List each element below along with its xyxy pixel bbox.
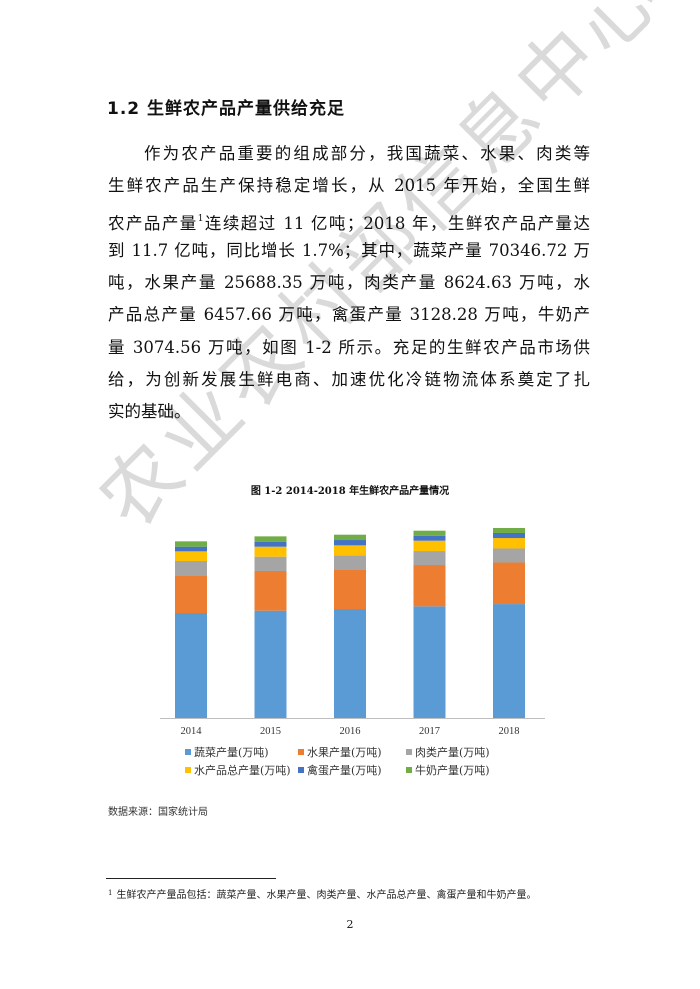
x-tick-label: 2018	[499, 726, 520, 735]
legend-label: 蔬菜产量(万吨)	[194, 746, 269, 759]
legend-label: 水产品总产量(万吨)	[194, 764, 291, 777]
bar-segment	[175, 613, 207, 718]
body-line: 到 11.7 亿吨，同比增长 1.7%；其中，蔬菜产量 70346.72 万	[108, 240, 590, 260]
legend-swatch	[406, 767, 412, 773]
bar-segment	[334, 609, 366, 718]
legend-label: 水果产量(万吨)	[307, 746, 382, 759]
legend-item: 蔬菜产量(万吨)	[185, 744, 269, 760]
footnote-text: 生鲜农产产量品包括：蔬菜产量、水果产量、肉类产量、水产品总产量、禽蛋产量和牛奶产…	[116, 890, 537, 901]
body-line: 量 3074.56 万吨，如图 1-2 所示。充足的生鲜农产品市场供	[108, 337, 590, 357]
bar-segment	[493, 538, 525, 549]
bar-segment	[493, 604, 525, 718]
bar-segment	[493, 548, 525, 563]
bar-segment	[175, 561, 207, 576]
x-tick-label: 2016	[340, 726, 361, 735]
bar-segment	[413, 530, 446, 536]
legend-swatch	[298, 767, 304, 773]
legend-label: 牛奶产量(万吨)	[415, 764, 490, 777]
x-tick-label: 2017	[419, 726, 440, 735]
bar-segment	[413, 535, 446, 541]
stacked-bar-chart: 2014 2015 2016 2017 2018	[160, 527, 545, 735]
body-line: 产品总产量 6457.66 万吨，禽蛋产量 3128.28 万吨，牛奶产	[108, 305, 590, 325]
body-line: 作为农产品重要的组成部分，我国蔬菜、水果、肉类等	[144, 144, 590, 163]
bar-segment	[334, 540, 366, 546]
section-heading: 1.2 生鲜农产品产量供给充足	[107, 99, 346, 119]
bar-segment	[413, 606, 446, 718]
bar-segment	[254, 536, 287, 542]
body-line: 实的基础。	[108, 402, 191, 422]
legend-item: 水产品总产量(万吨)	[185, 762, 291, 778]
footnote-mark: 1	[108, 889, 113, 897]
bar-segment	[254, 546, 287, 557]
data-source: 数据来源：国家统计局	[108, 807, 208, 818]
legend-label: 肉类产量(万吨)	[415, 746, 490, 759]
x-tick-label: 2014	[181, 726, 203, 735]
page-number: 2	[346, 918, 354, 931]
legend-item: 肉类产量(万吨)	[406, 744, 490, 760]
body-line: 农产品产量1连续超过 11 亿吨；2018 年，生鲜农产品产量达	[108, 203, 590, 235]
legend-swatch	[185, 749, 191, 755]
footnote-divider	[106, 878, 276, 879]
body-line: 给，为创新发展生鲜电商、加速优化冷链物流体系奠定了扎	[108, 370, 590, 390]
legend-swatch	[406, 749, 412, 755]
text: 农产品产量	[108, 213, 198, 233]
bar-segment	[334, 569, 366, 610]
bar-segment	[175, 546, 207, 552]
bar-segment	[413, 551, 446, 566]
text: 连续超过 11 亿吨；2018 年，生鲜农产品产量达	[203, 213, 590, 233]
footnote: 1 生鲜农产产量品包括：蔬菜产量、水果产量、肉类产量、水产品总产量、禽蛋产量和牛奶…	[108, 886, 536, 901]
bar-segment	[493, 532, 525, 539]
figure-title: 图 1-2 2014-2018 年生鲜农产品产量情况	[250, 486, 450, 497]
legend-swatch	[298, 749, 304, 755]
bar-segment	[334, 555, 366, 570]
body-line: 吨，水果产量 25688.35 万吨，肉类产量 8624.63 万吨，水	[108, 273, 590, 293]
bar-segment	[175, 541, 207, 547]
bar-segment	[254, 610, 287, 718]
bar-segment	[254, 571, 287, 611]
x-tick-label: 2015	[260, 726, 281, 735]
body-paragraph: 作为农产品重要的组成部分，我国蔬菜、水果、肉类等 生鲜农产品生产保持稳定增长，从…	[108, 138, 590, 429]
bar-segment	[493, 527, 525, 533]
bar-segment	[334, 545, 366, 556]
legend-item: 禽蛋产量(万吨)	[298, 762, 382, 778]
bar-segment	[413, 565, 446, 607]
legend-item: 牛奶产量(万吨)	[406, 762, 490, 778]
legend-item: 水果产量(万吨)	[298, 744, 382, 760]
bar-segment	[334, 534, 366, 541]
legend-swatch	[185, 767, 191, 773]
footnote-ref[interactable]: 1	[197, 213, 204, 224]
bar-segment	[254, 556, 287, 572]
body-line: 生鲜农产品生产保持稳定增长，从 2015 年开始，全国生鲜	[108, 176, 590, 196]
bar-segment	[175, 551, 207, 562]
bar-segment	[254, 541, 287, 547]
legend-label: 禽蛋产量(万吨)	[307, 764, 382, 777]
bar-segment	[413, 540, 446, 552]
bar-segment	[493, 562, 525, 605]
bar-segment	[175, 575, 207, 614]
